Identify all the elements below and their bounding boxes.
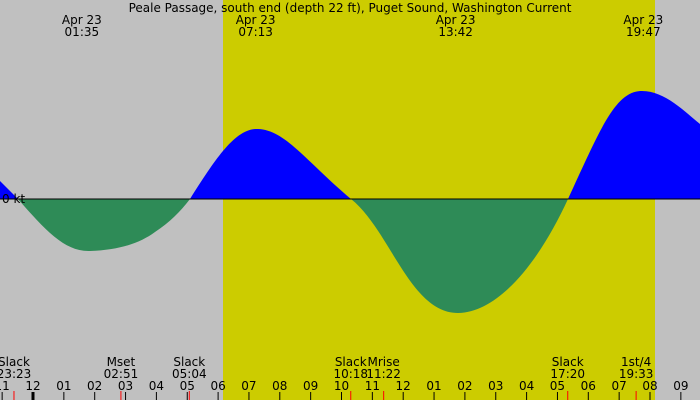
hour-tick-label: 04	[519, 379, 534, 393]
hour-tick-label: 11	[0, 379, 10, 393]
event-time: 02:51	[104, 367, 139, 381]
hour-tick-label: 07	[612, 379, 627, 393]
hour-tick-label: 05	[180, 379, 195, 393]
flood-area	[568, 91, 700, 199]
hour-tick-label: 01	[56, 379, 71, 393]
ebb-area	[18, 199, 190, 252]
hour-tick-label: 04	[149, 379, 164, 393]
event-label: Slack	[0, 355, 30, 369]
hour-tick-label: 06	[581, 379, 596, 393]
event-label: 1st/4	[621, 355, 651, 369]
event-time: 05:04	[172, 367, 207, 381]
event-time: 19:33	[619, 367, 654, 381]
event-label: Slack	[335, 355, 367, 369]
hour-tick-label: 11	[365, 379, 380, 393]
hour-tick-label: 12	[25, 379, 40, 393]
peak-date: Apr 23	[436, 13, 476, 27]
flood-area	[190, 128, 351, 199]
hour-tick-label: 05	[550, 379, 565, 393]
peak-time: 13:42	[438, 25, 473, 39]
hour-tick-label: 03	[488, 379, 503, 393]
hour-tick-label: 03	[118, 379, 133, 393]
event-label: Mset	[107, 355, 136, 369]
hour-tick-label: 06	[210, 379, 225, 393]
peak-date: Apr 23	[236, 13, 276, 27]
flood-area	[0, 181, 18, 199]
peak-time: 07:13	[238, 25, 273, 39]
hour-tick-label: 09	[673, 379, 688, 393]
hour-tick-label: 02	[87, 379, 102, 393]
peak-time: 01:35	[65, 25, 100, 39]
chart-title: Peale Passage, south end (depth 22 ft), …	[129, 1, 572, 15]
zero-label: 0 kt	[2, 192, 25, 206]
peak-time: 19:47	[626, 25, 661, 39]
event-time: 17:20	[550, 367, 585, 381]
hour-tick-label: 07	[241, 379, 256, 393]
peak-date: Apr 23	[62, 13, 102, 27]
hour-tick-label: 08	[642, 379, 657, 393]
event-time: 11:22	[366, 367, 401, 381]
event-label: Slack	[173, 355, 205, 369]
hour-tick-label: 09	[303, 379, 318, 393]
hour-tick-label: 02	[457, 379, 472, 393]
hour-tick-label: 12	[396, 379, 411, 393]
event-time: 23:23	[0, 367, 31, 381]
hour-tick-label: 10	[334, 379, 349, 393]
event-label: Mrise	[368, 355, 400, 369]
ebb-area	[351, 199, 568, 313]
peak-date: Apr 23	[623, 13, 663, 27]
event-time: 10:18	[333, 367, 368, 381]
hour-tick-label: 01	[426, 379, 441, 393]
hour-tick-label: 08	[272, 379, 287, 393]
event-label: Slack	[552, 355, 584, 369]
